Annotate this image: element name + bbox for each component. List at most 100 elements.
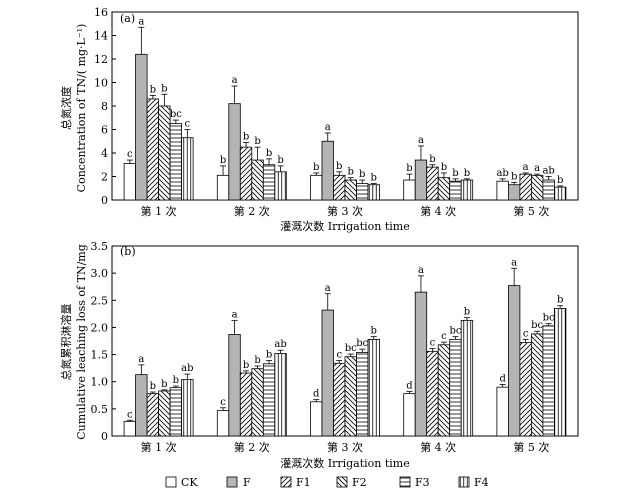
panel-a-bar-f3: [356, 183, 369, 201]
panel-b-bar-f3: [449, 338, 462, 437]
panel-a-significance-label: a: [138, 16, 144, 27]
panel-b-bar-f1: [333, 362, 346, 437]
panel-a-bar-f: [507, 184, 521, 201]
panel-b-bar-f4: [181, 379, 194, 437]
legend-swatch-f4: [458, 476, 470, 488]
panel-b-ytick-label: 3.0: [91, 267, 109, 280]
panel-b-significance-label: b: [557, 295, 563, 306]
panel-b-significance-label: bc: [345, 343, 357, 354]
panel-a-significance-label: b: [254, 136, 260, 147]
legend-swatch-f: [226, 476, 238, 488]
legend-label-f3: F3: [415, 476, 430, 489]
panel-a-significance-label: b: [371, 173, 377, 184]
panel-b-bar-f4: [274, 353, 287, 437]
panel-a-significance-label: b: [243, 131, 249, 142]
panel-a-bar-f1: [426, 166, 439, 201]
panel-b-significance-label: bc: [543, 313, 555, 324]
panel-b-ytick-label: 0.5: [91, 403, 109, 416]
panel-b-significance-label: b: [173, 375, 179, 386]
panel-b-bar-f: [228, 334, 241, 437]
panel-b-significance-label: bc: [356, 338, 368, 349]
panel-b-significance-label: a: [232, 309, 238, 320]
legend-label-f: F: [243, 476, 251, 489]
panel-b-bar-f2: [251, 368, 264, 437]
panel-a-bar-f: [414, 159, 428, 201]
panel-b-significance-label: c: [127, 409, 133, 420]
panel-b-bar-ck: [403, 393, 416, 437]
panel-a-bar-f4: [274, 171, 287, 201]
panel-a-significance-label: ab: [496, 168, 508, 179]
panel-a-bar-ck: [123, 163, 136, 201]
panel-a-significance-label: b: [441, 162, 447, 173]
panel-b-bar-f4: [460, 319, 474, 437]
panel-b-significance-label: b: [150, 381, 156, 392]
panel-b-category-label: 第 3 次: [327, 440, 363, 454]
panel-b-significance-label: ab: [274, 339, 286, 350]
panel-b-bar-ck: [310, 401, 323, 437]
legend-item-f2: F2: [336, 476, 367, 489]
panel-b-ytick-label: 1.5: [91, 349, 109, 362]
panel-b-significance-label: d: [499, 373, 506, 384]
panel-a-ytick-label: 4: [101, 147, 108, 160]
panel-a-significance-label: b: [220, 155, 226, 166]
panel-b-significance-label: c: [441, 331, 447, 342]
panel-a-ytick-label: 12: [94, 53, 108, 66]
panel-a-bar-f3: [262, 164, 276, 201]
panel-a-significance-label: a: [534, 163, 540, 174]
legend-label-ck: CK: [181, 476, 198, 489]
panel-b-bar-ck: [123, 420, 136, 437]
panel-b-ytick-label: 2.5: [91, 294, 109, 307]
panel-a-significance-label: a: [325, 122, 331, 133]
panel-a-category-label: 第 1 次: [141, 204, 177, 218]
panel-b-chart: (b) 总氮累积淋溶量 Cumulative leaching loss of …: [59, 244, 410, 470]
panel-a-significance-label: b: [336, 161, 342, 172]
panel-b-bar-f1: [426, 350, 439, 437]
panel-b-significance-label: a: [511, 257, 517, 268]
panel-a-bar-f1: [146, 98, 160, 201]
panel-a-significance-label: b: [464, 168, 470, 179]
panel-b-bar-f: [414, 291, 428, 437]
panel-b-significance-label: b: [243, 360, 249, 371]
panel-b-significance-label: c: [220, 397, 226, 408]
panel-a-bar-f1: [333, 174, 346, 201]
panel-a-bar-f4: [367, 184, 380, 201]
panel-a-ytick-label: 0: [101, 194, 108, 207]
panel-a-bar-f2: [158, 105, 171, 201]
panel-b-significance-label: a: [325, 283, 331, 294]
panel-a-significance-label: b: [313, 162, 319, 173]
panel-a-ytick-label: 6: [101, 124, 108, 137]
panel-a-significance-label: a: [232, 75, 238, 86]
panel-b-bar-f: [135, 374, 148, 437]
panel-a-significance-label: c: [127, 149, 133, 160]
panel-a-significance-label: b: [161, 83, 167, 94]
panel-b-xlabel: 灌溉次数 Irrigation time: [280, 456, 410, 470]
panel-b-significance-label: a: [138, 354, 144, 365]
panel-a-bar-ck: [403, 179, 416, 201]
panel-b-category-label: 第 2 次: [234, 440, 270, 454]
legend-label-f4: F4: [474, 476, 489, 489]
panel-a-bar-f2: [344, 179, 357, 201]
legend: CK F F1 F2 F3 F4: [165, 476, 489, 489]
panel-a-category-label: 第 2 次: [234, 204, 270, 218]
panel-a-bar-f: [135, 53, 148, 201]
panel-b-bar-f2: [158, 390, 171, 437]
legend-item-f1: F1: [280, 476, 311, 489]
panel-a-significance-label: b: [452, 168, 458, 179]
panel-b-significance-label: c: [430, 338, 436, 349]
panel-b-bar-f1: [146, 393, 160, 437]
panel-a-ylabel-cn: 总氮浓度: [59, 86, 73, 130]
panel-a-category-label: 第 3 次: [327, 204, 363, 218]
panel-b-significance-label: b: [371, 326, 377, 337]
panel-b-bar-f4: [367, 338, 380, 437]
panel-b-category-label: 第 5 次: [513, 440, 549, 454]
legend-swatch-f3: [399, 476, 411, 488]
legend-swatch-f2: [336, 476, 348, 488]
legend-item-f: F: [226, 476, 251, 489]
panel-a-bar-ck: [216, 174, 230, 201]
panel-b-bar-f2: [437, 344, 451, 437]
panel-b-bar-f: [507, 285, 521, 437]
panel-b-significance-label: ab: [181, 363, 193, 374]
panel-a-bar-f2: [531, 174, 544, 201]
